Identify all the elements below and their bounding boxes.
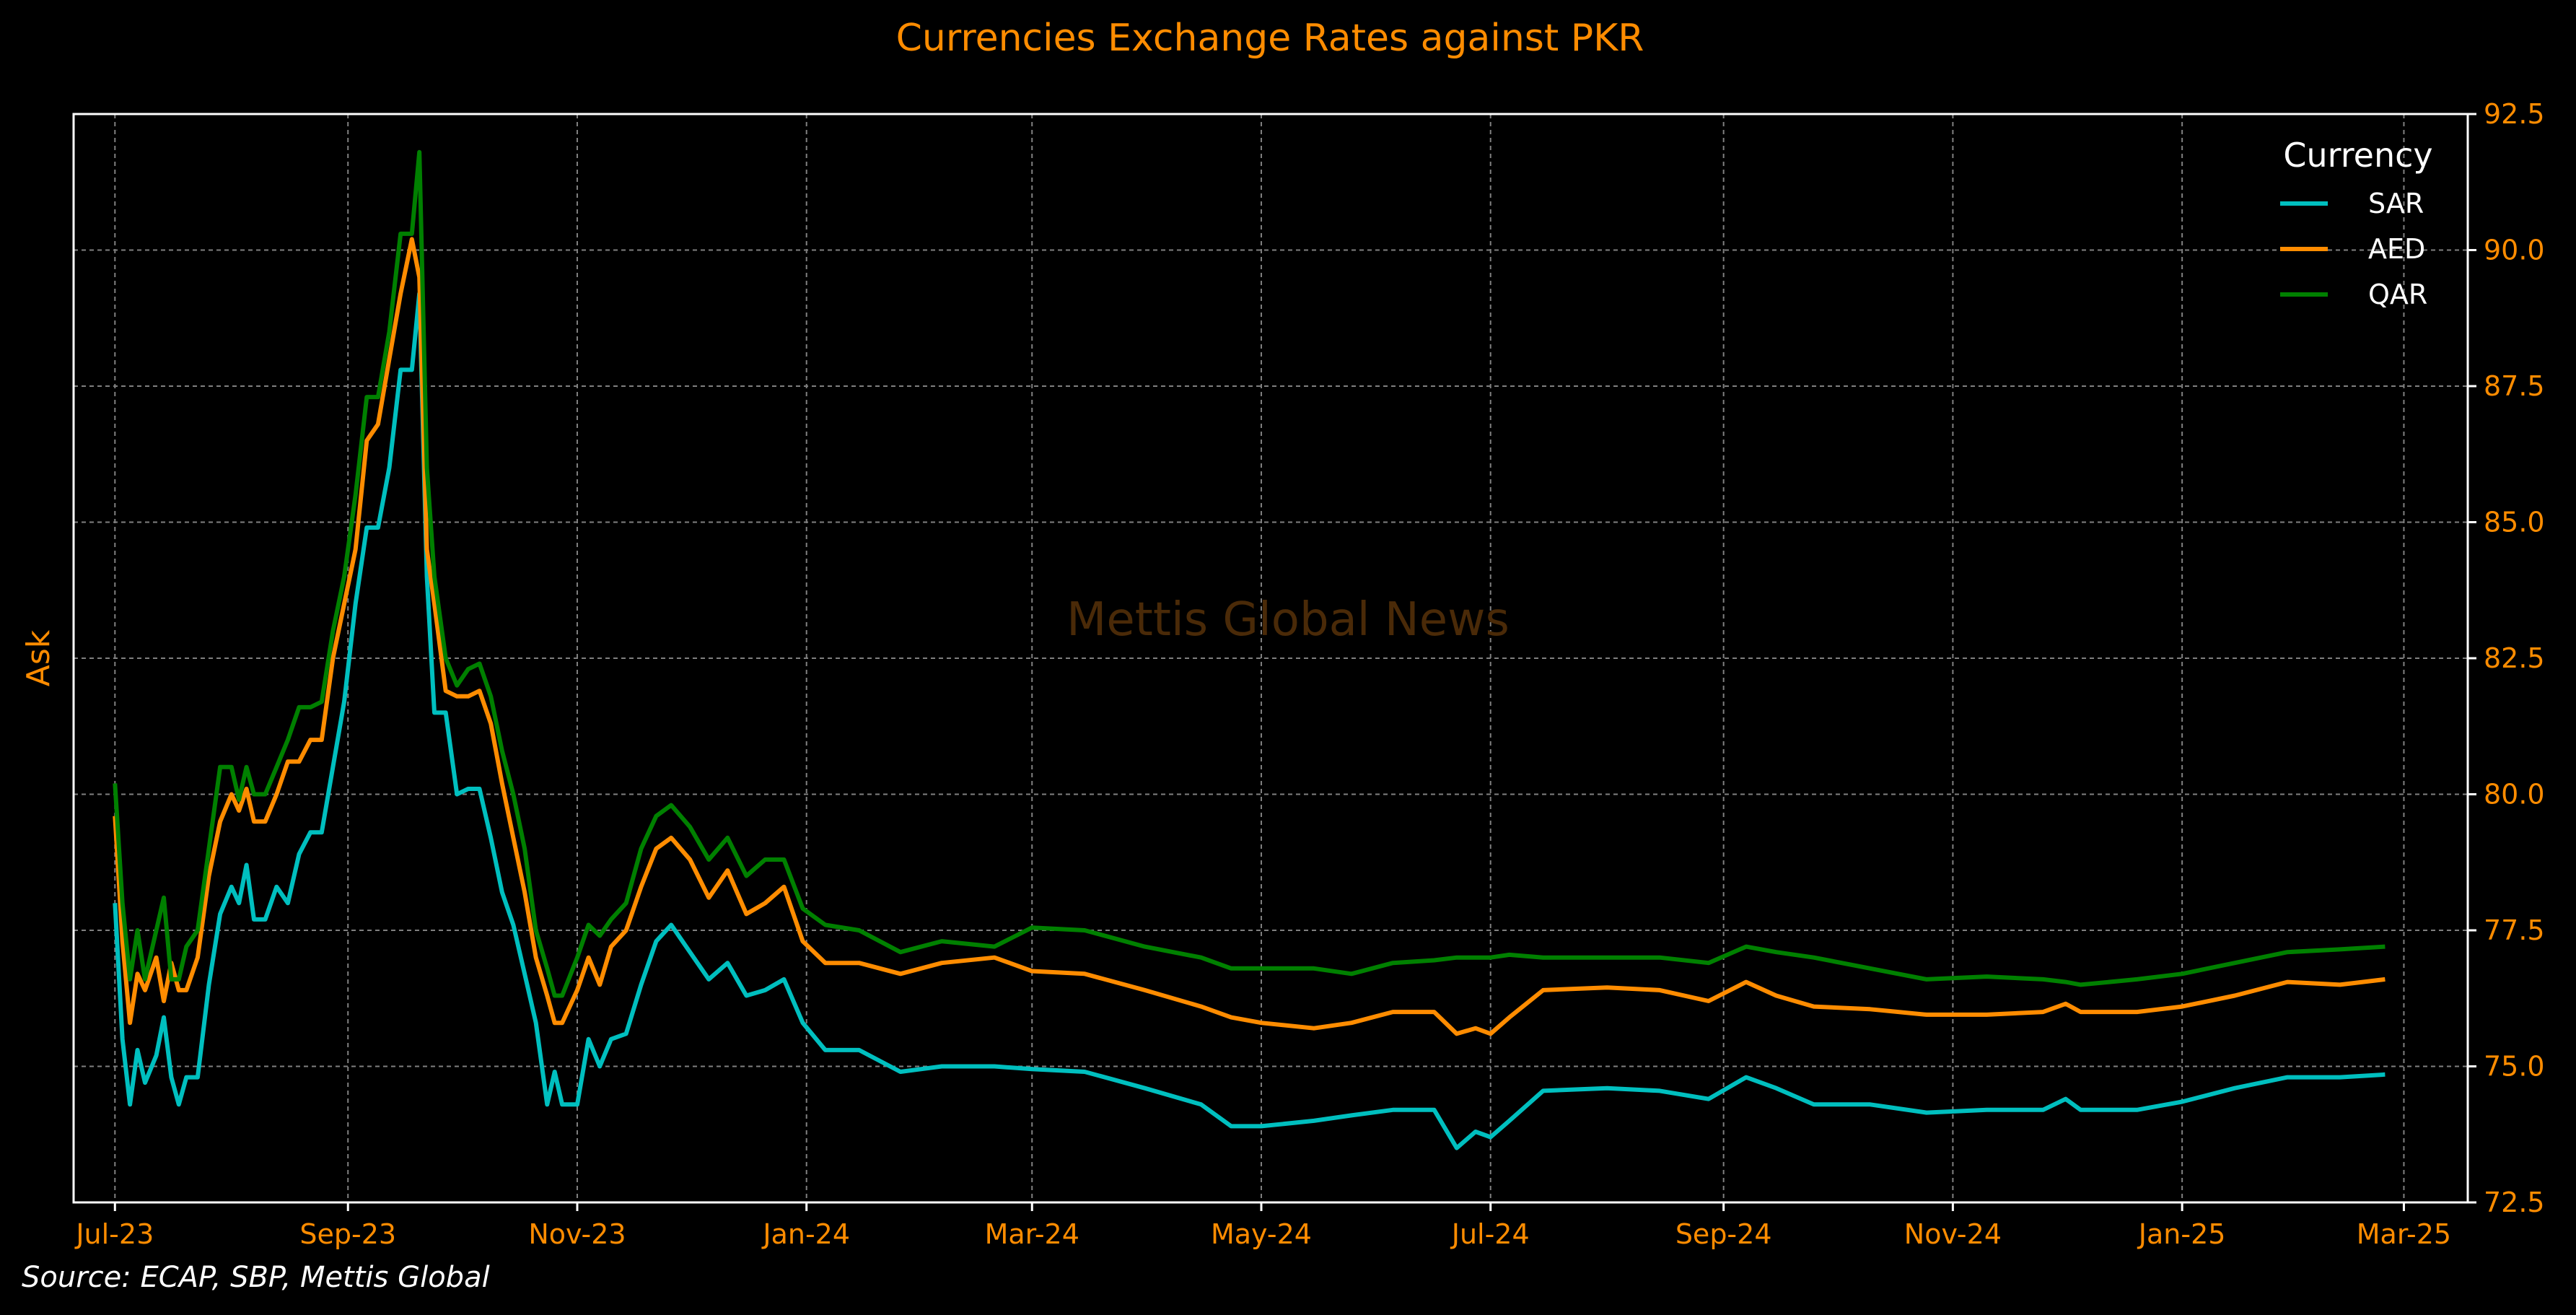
y-tick-label: 80.0 <box>2484 779 2545 811</box>
x-tick-label: Mar-25 <box>2357 1218 2451 1250</box>
source-note: Source: ECAP, SBP, Mettis Global <box>22 1261 490 1294</box>
x-tick-label: Mar-24 <box>985 1218 1079 1250</box>
x-tick-label: Sep-24 <box>1675 1218 1772 1250</box>
series-line-aed <box>113 237 2386 1036</box>
legend-items: SAR AED QAR <box>2280 188 2427 310</box>
chart-title: Currencies Exchange Rates against PKR <box>896 17 1644 60</box>
y-tick-label: 87.5 <box>2484 370 2545 402</box>
x-tick-label: Jan-24 <box>761 1218 850 1250</box>
series-lines <box>113 149 2386 1150</box>
x-tick-label: Nov-24 <box>1904 1218 2002 1250</box>
x-tick-label: Nov-23 <box>528 1218 626 1250</box>
x-tick-label: Sep-23 <box>299 1218 396 1250</box>
y-tick-label: 85.0 <box>2484 507 2545 538</box>
legend: Currency SAR AED QAR <box>2280 136 2433 310</box>
y-axis: 72.5 75.0 77.5 80.0 82.5 85.0 87.5 90.0 92.5 <box>2468 98 2545 1218</box>
legend-label-aed: AED <box>2368 233 2425 265</box>
legend-label-sar: SAR <box>2368 188 2424 219</box>
series-line-qar <box>113 149 2386 998</box>
y-tick-label: 75.0 <box>2484 1051 2545 1083</box>
legend-label-qar: QAR <box>2368 279 2427 310</box>
watermark-text: Mettis Global News <box>1066 593 1510 647</box>
grid-lines <box>74 113 2468 1203</box>
y-axis-label: Ask <box>20 629 57 686</box>
x-tick-label: Jul-23 <box>74 1218 154 1250</box>
y-tick-label: 82.5 <box>2484 642 2545 674</box>
x-axis: Jul-23 Sep-23 Nov-23 Jan-24 Mar-24 May-24 Jul-… <box>74 1202 2451 1250</box>
y-tick-label: 90.0 <box>2484 235 2545 266</box>
x-tick-label: May-24 <box>1211 1218 1312 1250</box>
legend-title: Currency <box>2283 136 2432 175</box>
y-tick-label: 72.5 <box>2484 1187 2545 1218</box>
y-tick-label: 92.5 <box>2484 98 2545 130</box>
series-line-sar <box>113 291 2386 1150</box>
x-tick-label: Jan-25 <box>2137 1218 2226 1250</box>
x-tick-label: Jul-24 <box>1450 1218 1530 1250</box>
y-tick-label: 77.5 <box>2484 914 2545 946</box>
